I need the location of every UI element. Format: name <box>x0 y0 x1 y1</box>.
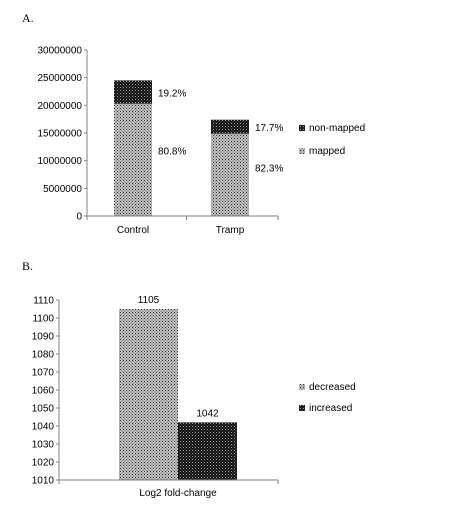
bars-b <box>119 309 237 480</box>
y-tick-label: 1040 <box>32 422 55 433</box>
legend-b: decreased increased <box>299 382 356 414</box>
panel-label-b: B. <box>22 259 33 273</box>
legend-label-mapped: mapped <box>309 146 345 157</box>
y-tick-label: 1070 <box>32 368 55 379</box>
y-axis-ticks-a: 0 5000000 10000000 15000000 20000000 25000000… <box>38 46 87 223</box>
bar-segment-mapped <box>114 103 152 216</box>
category-label: Tramp <box>216 225 245 236</box>
bar-segment-non-mapped <box>114 80 152 104</box>
y-tick-label: 1050 <box>32 404 55 415</box>
y-tick-label: 1090 <box>32 332 55 343</box>
legend-label-decreased: decreased <box>309 382 356 393</box>
y-axis-ticks-b: 1010 1020 1030 1040 1050 1060 1070 1080 1090 1100… <box>32 296 59 487</box>
y-tick-label: 25000000 <box>38 73 83 84</box>
legend-swatch-non-mapped <box>299 125 305 131</box>
y-tick-label: 1030 <box>32 440 55 451</box>
x-axis-categories-a: Control Tramp <box>117 225 245 236</box>
bar-segment-mapped <box>211 133 249 216</box>
y-tick-label: 1010 <box>32 476 55 487</box>
data-label-mapped: 82.3% <box>255 164 283 175</box>
y-tick-label: 15000000 <box>38 129 83 140</box>
y-tick-label: 1080 <box>32 350 55 361</box>
y-tick-label: 1110 <box>33 296 54 307</box>
bars-a <box>114 80 249 216</box>
category-label: Log2 fold-change <box>139 488 217 499</box>
legend-swatch-increased <box>299 405 305 411</box>
y-tick-label: 10000000 <box>38 156 83 167</box>
legend-a: non-mapped mapped <box>299 123 365 157</box>
data-labels-b: 1105 1042 <box>138 295 219 419</box>
chart-a: A. 0 5000000 10000000 15000000 20000000 25000… <box>22 11 365 236</box>
legend-label-increased: increased <box>309 403 352 414</box>
data-labels-a: 80.8% 19.2% 82.3% 17.7% <box>158 89 283 175</box>
chart-b: B. 1010102010301040105010601070108010901… <box>22 259 356 499</box>
data-label-non-mapped: 17.7% <box>255 123 283 134</box>
y-tick-label: 20000000 <box>38 101 83 112</box>
y-tick-label: 30000000 <box>38 46 83 57</box>
y-tick-label: 0 <box>76 212 82 223</box>
y-tick-label: 1100 <box>32 314 54 325</box>
legend-label-non-mapped: non-mapped <box>309 123 365 134</box>
data-label-decreased: 1105 <box>138 295 160 306</box>
data-label-mapped: 80.8% <box>158 146 186 157</box>
bar-increased <box>178 422 237 480</box>
y-tick-label: 5000000 <box>43 184 82 195</box>
category-label: Control <box>117 225 149 236</box>
legend-swatch-decreased <box>299 384 305 390</box>
bar-decreased <box>119 309 178 480</box>
y-tick-label: 1060 <box>32 386 55 397</box>
y-tick-label: 1020 <box>32 458 55 469</box>
bar-segment-non-mapped <box>211 119 249 134</box>
data-label-increased: 1042 <box>196 408 219 419</box>
axes-b <box>58 300 279 484</box>
axes-a <box>86 50 279 220</box>
legend-swatch-mapped <box>299 148 305 154</box>
panel-label-a: A. <box>22 11 34 25</box>
x-axis-categories-b: Log2 fold-change <box>139 488 217 499</box>
data-label-non-mapped: 19.2% <box>158 89 186 100</box>
